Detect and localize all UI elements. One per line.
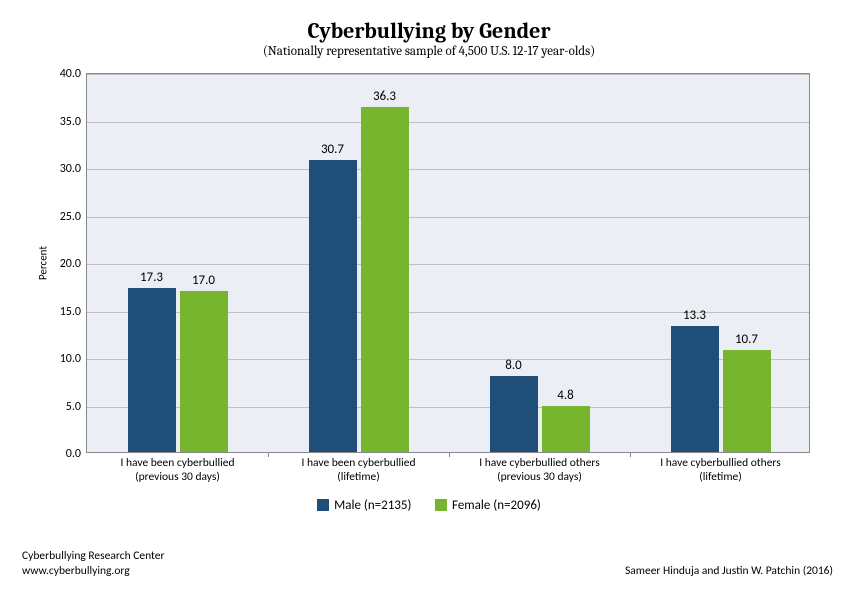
y-tick-label: 15.0 [60,305,81,319]
credit-url: www.cyberbullying.org [22,564,164,578]
bar: 30.7 [309,160,357,452]
bar-value-label: 17.3 [140,270,163,285]
bar-value-label: 4.8 [557,388,573,403]
y-tick-label: 30.0 [60,162,81,176]
legend-item-male: Male (n=2135) [317,498,411,513]
bar: 17.3 [128,288,176,452]
bar-value-label: 30.7 [321,142,344,157]
legend-item-female: Female (n=2096) [435,498,541,513]
bar-value-label: 8.0 [505,358,521,373]
plot-area: Percent 0.05.010.015.020.025.030.035.040… [86,73,810,453]
x-tick-label: I have been cyberbullied(lifetime) [268,456,449,485]
chart-container: Cyberbullying by Gender (Nationally repr… [34,18,824,516]
chart-subtitle: (Nationally representative sample of 4,5… [34,44,824,59]
y-tick-label: 35.0 [60,115,81,129]
bar: 17.0 [180,291,228,453]
credit-org: Cyberbullying Research Center [22,549,164,563]
y-tick-label: 0.0 [66,447,81,461]
chart-title: Cyberbullying by Gender [34,18,824,44]
x-tick-label: I have cyberbullied others(lifetime) [630,456,811,485]
bar: 13.3 [671,326,719,452]
bar: 36.3 [361,107,409,452]
y-tick-label: 10.0 [60,352,81,366]
legend-label-male: Male (n=2135) [334,498,411,513]
credit-left: Cyberbullying Research Center www.cyberb… [22,549,164,578]
x-tick-label: I have cyberbullied others(previous 30 d… [449,456,630,485]
bar-value-label: 36.3 [373,89,396,104]
y-axis-label: Percent [37,246,50,280]
bar-value-label: 10.7 [735,332,758,347]
bar-value-label: 13.3 [683,308,706,323]
gridline [87,264,809,265]
gridline [87,122,809,123]
bar: 8.0 [490,376,538,452]
y-tick-label: 20.0 [60,257,81,271]
legend-swatch-male [317,499,329,511]
legend-swatch-female [435,499,447,511]
bar-value-label: 17.0 [192,273,215,288]
legend-label-female: Female (n=2096) [452,498,541,513]
bar: 4.8 [542,406,590,452]
gridline [87,217,809,218]
y-tick-label: 25.0 [60,210,81,224]
legend: Male (n=2135) Female (n=2096) [34,497,824,516]
gridline [87,74,809,75]
y-tick-label: 40.0 [60,67,81,81]
y-tick-label: 5.0 [66,400,81,414]
gridline [87,169,809,170]
bar: 10.7 [723,350,771,452]
x-tick-label: I have been cyberbullied(previous 30 day… [87,456,268,485]
credit-authors: Sameer Hinduja and Justin W. Patchin (20… [625,564,833,578]
